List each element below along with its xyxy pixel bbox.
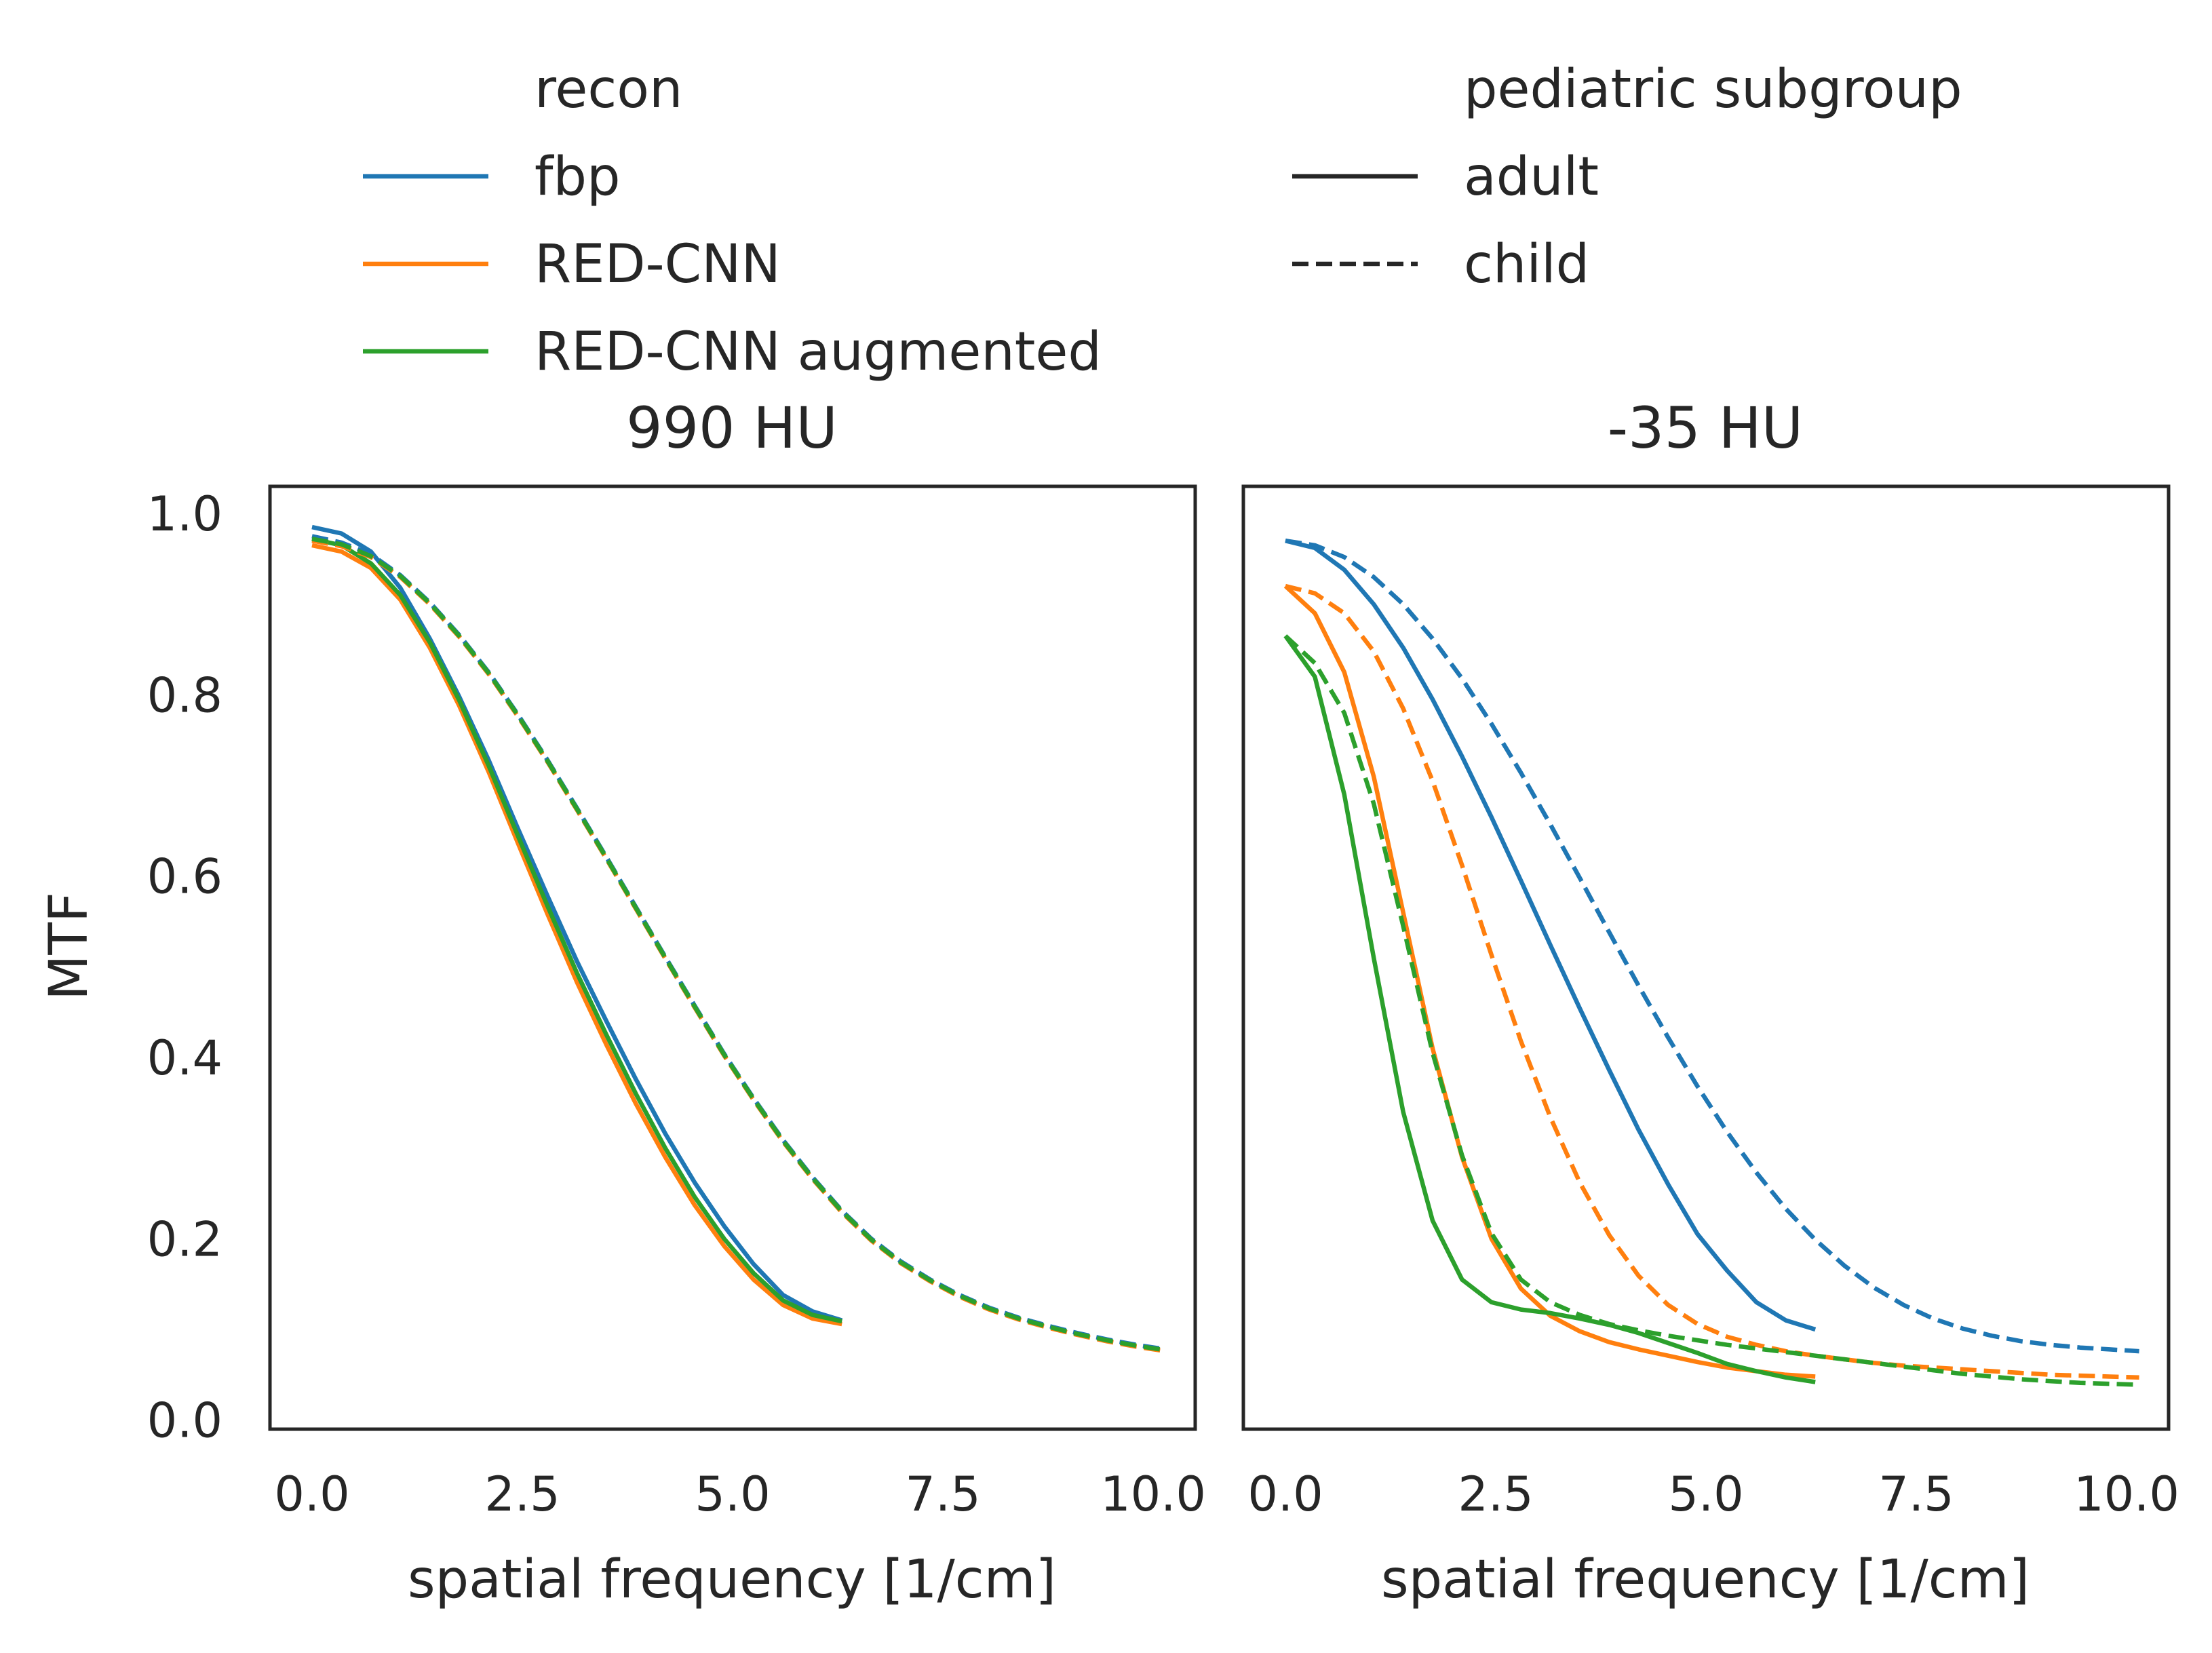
series-line-red-cnn-child: [1285, 583, 2139, 1380]
x-tick-label: 7.5: [1878, 1466, 1954, 1522]
series-line-fbp-adult: [1285, 539, 1817, 1332]
x-tick-labels: 0.0 2.5 5.0 7.5 10.0: [274, 1466, 1206, 1522]
legend: recon fbp RED-CNN RED-CNN augmented pediat…: [363, 59, 1962, 383]
x-tick-label: 10.0: [1100, 1466, 1206, 1522]
x-tick-label: 0.0: [274, 1466, 349, 1522]
y-tick-label: 0.8: [147, 667, 222, 723]
panel-minus-35-hu: -35 HU 0.0 2.5 5.0 7.5 10.0 spatial frequenc…: [1241, 395, 2179, 1610]
legend-group-title: pediatric subgroup: [1464, 59, 1962, 120]
y-tick-label: 0.0: [147, 1393, 222, 1449]
x-tick-label: 7.5: [905, 1466, 980, 1522]
panel-title: -35 HU: [1608, 395, 1804, 461]
legend-recon-items: fbp RED-CNN RED-CNN augmented: [363, 147, 1102, 383]
legend-group-items: adult child: [1292, 147, 1599, 295]
series-line-red-cnn-augmented-child: [311, 537, 1167, 1353]
x-axis-label: spatial frequency [1/cm]: [408, 1549, 1056, 1610]
x-tick-label: 5.0: [695, 1466, 770, 1522]
legend-label: adult: [1464, 147, 1599, 208]
panel-title: 990 HU: [626, 395, 838, 461]
y-tick-label: 0.2: [147, 1211, 222, 1267]
series-line-red-cnn-augmented-adult: [1283, 634, 1816, 1384]
x-tick-label: 10.0: [2074, 1466, 2179, 1522]
series-lines: [1283, 538, 2139, 1387]
x-tick-labels: 0.0 2.5 5.0 7.5 10.0: [1247, 1466, 2179, 1522]
legend-label: fbp: [535, 147, 620, 208]
legend-label: RED-CNN augmented: [535, 322, 1102, 383]
series-line-red-cnn-adult: [311, 543, 842, 1327]
series-line-fbp-child: [1285, 538, 2139, 1354]
x-tick-label: 0.0: [1247, 1466, 1323, 1522]
series-line-red-cnn-augmented-child: [1283, 634, 2139, 1387]
series-line-red-cnn-augmented-adult: [311, 537, 842, 1324]
panel-990-hu: 990 HU 0.0 2.5 5.0 7.5 10.0 0.0 0.2 0.4 0.6 0.8 1…: [147, 395, 1206, 1610]
y-tick-labels: 0.0 0.2 0.4 0.6 0.8 1.0: [147, 486, 222, 1449]
axes-frame: [268, 484, 1197, 1431]
y-axis-label: MTF: [39, 892, 100, 1000]
legend-label: RED-CNN: [535, 234, 781, 295]
legend-recon-title: recon: [535, 59, 682, 120]
x-tick-label: 2.5: [484, 1466, 560, 1522]
series-line-red-cnn-adult: [1283, 584, 1816, 1379]
axes-frame: [1241, 484, 2171, 1431]
x-axis-label: spatial frequency [1/cm]: [1381, 1549, 2030, 1610]
y-tick-label: 1.0: [147, 486, 222, 542]
y-tick-label: 0.6: [147, 849, 222, 905]
x-tick-label: 2.5: [1458, 1466, 1533, 1522]
series-line-fbp-adult: [311, 524, 843, 1323]
y-tick-label: 0.4: [147, 1030, 222, 1086]
series-lines: [311, 524, 1167, 1354]
x-tick-label: 5.0: [1668, 1466, 1743, 1522]
legend-label: child: [1464, 234, 1589, 295]
